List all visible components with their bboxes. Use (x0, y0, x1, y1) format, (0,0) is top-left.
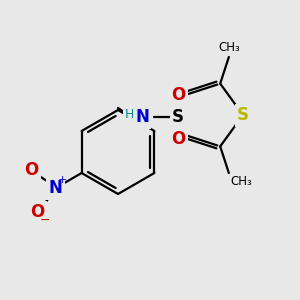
Text: +: + (58, 175, 67, 185)
Text: S: S (237, 106, 249, 124)
Text: O: O (171, 86, 185, 104)
Text: O: O (31, 203, 45, 221)
Text: H: H (124, 109, 134, 122)
Text: N: N (49, 179, 63, 197)
Text: −: − (39, 214, 50, 226)
Text: O: O (25, 161, 39, 179)
Text: CH₃: CH₃ (218, 41, 240, 54)
Text: CH₃: CH₃ (231, 175, 253, 188)
Text: N: N (135, 108, 149, 126)
Text: O: O (171, 130, 185, 148)
Text: S: S (172, 108, 184, 126)
